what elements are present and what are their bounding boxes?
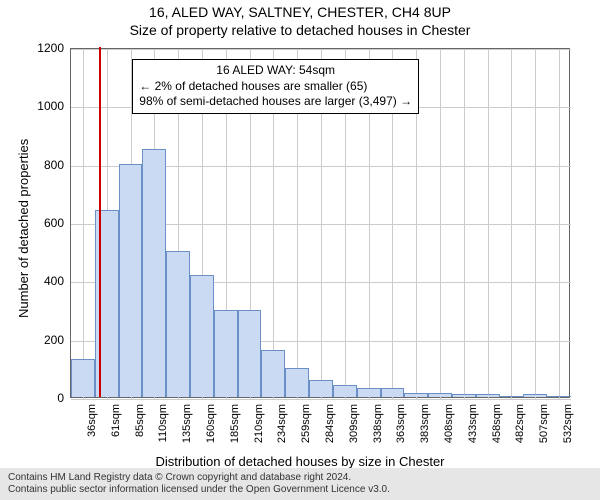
x-tick-label: 433sqm [467,404,479,448]
x-tick-label: 259sqm [300,404,312,448]
x-tick-label: 507sqm [538,404,550,448]
x-tick-label: 309sqm [348,404,360,448]
x-tick-label: 338sqm [372,404,384,448]
x-tick-label: 85sqm [134,404,146,448]
title-line-1: 16, ALED WAY, SALTNEY, CHESTER, CH4 8UP [0,4,600,20]
annotation-line: 16 ALED WAY: 54sqm [139,63,412,79]
x-tick-label: 135sqm [181,404,193,448]
x-tick-label: 36sqm [86,404,98,448]
x-tick-label: 482sqm [514,404,526,448]
y-tick-label: 600 [28,216,64,230]
x-tick-label: 458sqm [491,404,503,448]
y-tick-label: 1000 [28,99,64,113]
x-tick-label: 160sqm [205,404,217,448]
annotation-line: 98% of semi-detached houses are larger (… [139,94,412,110]
footer-line-2: Contains public sector information licen… [8,484,592,496]
y-tick-label: 800 [28,158,64,172]
x-axis-label: Distribution of detached houses by size … [0,454,600,469]
x-tick-label: 110sqm [157,404,169,448]
x-tick-label: 363sqm [395,404,407,448]
annotation-box: 16 ALED WAY: 54sqm← 2% of detached house… [132,59,419,114]
y-tick-label: 0 [28,391,64,405]
gridline-h [71,399,571,400]
x-tick-label: 284sqm [324,404,336,448]
x-tick-label: 408sqm [443,404,455,448]
x-tick-label: 234sqm [276,404,288,448]
x-tick-label: 532sqm [562,404,574,448]
annotation-line: ← 2% of detached houses are smaller (65) [139,79,412,95]
chart-plot-area: 16 ALED WAY: 54sqm← 2% of detached house… [70,48,570,398]
y-tick-label: 400 [28,274,64,288]
x-tick-label: 185sqm [229,404,241,448]
x-tick-label: 383sqm [419,404,431,448]
footer-line-1: Contains HM Land Registry data © Crown c… [8,472,592,484]
reference-line [99,47,101,397]
footer: Contains HM Land Registry data © Crown c… [0,468,600,500]
y-tick-label: 200 [28,333,64,347]
x-tick-label: 210sqm [253,404,265,448]
title-line-2: Size of property relative to detached ho… [0,22,600,38]
y-tick-label: 1200 [28,41,64,55]
x-tick-label: 61sqm [110,404,122,448]
